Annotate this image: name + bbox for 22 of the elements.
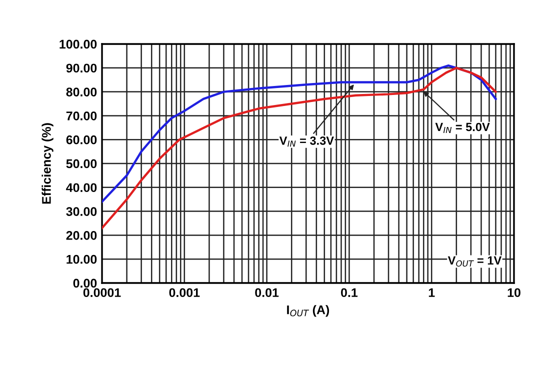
y-tick-label: 70.00 <box>66 112 97 120</box>
annotation: V$_{IN}$ = 5.0V <box>435 122 490 133</box>
x-tick-label: 0.001 <box>169 288 200 298</box>
y-tick-label: 90.00 <box>66 64 97 73</box>
y-tick-label: 80.00 <box>66 88 97 96</box>
y-tick-label: 100.00 <box>60 40 97 49</box>
x-tick-label: 0.01 <box>255 288 279 298</box>
annotation: V$_{OUT}$ = 1V <box>448 256 502 267</box>
y-tick-label: 50.00 <box>66 159 97 168</box>
annotation: V$_{IN}$ = 3.3V <box>279 136 334 147</box>
x-tick-label: 0.1 <box>341 288 358 298</box>
y-tick-label: 30.00 <box>66 207 97 216</box>
y-tick-label: 0.00 <box>73 278 97 288</box>
x-tick-label: 10 <box>508 288 520 298</box>
y-tick-label: 40.00 <box>66 183 97 192</box>
y-tick-label: 60.00 <box>66 135 97 144</box>
y-tick-label: 10.00 <box>66 254 97 264</box>
x-tick-label: 1 <box>428 288 435 297</box>
y-tick-label: 20.00 <box>66 231 97 240</box>
x-axis-title: I$_{OUT}$ (A) <box>287 305 330 317</box>
y-axis-title: Efficiency (%) <box>42 123 54 204</box>
x-tick-label: 0.0001 <box>83 288 121 298</box>
